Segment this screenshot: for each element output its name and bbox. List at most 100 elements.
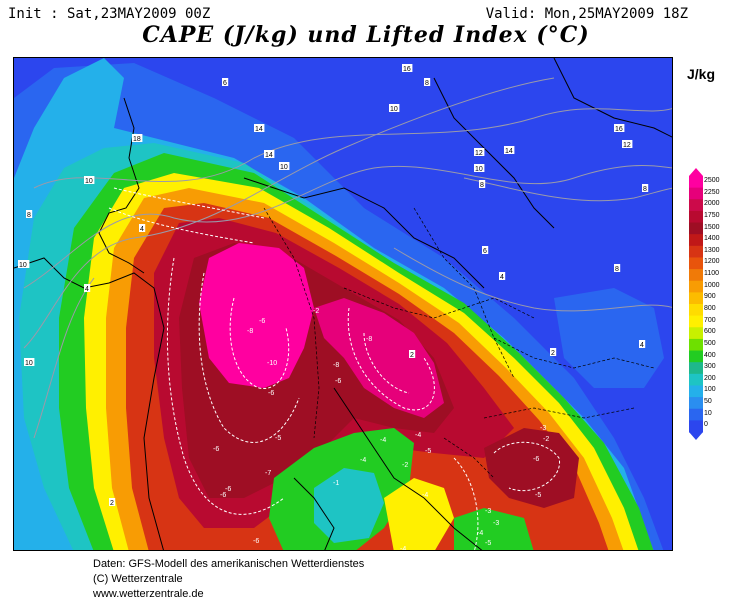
lifted-index-label: -4 bbox=[477, 530, 483, 537]
colorbar-level-label: 1200 bbox=[704, 258, 720, 266]
lifted-index-value: 14 bbox=[255, 126, 263, 133]
lifted-index-value: -5 bbox=[275, 435, 281, 442]
lifted-index-value: 10 bbox=[475, 166, 483, 173]
lifted-index-value: -6 bbox=[335, 378, 341, 385]
lifted-index-label: 8 bbox=[424, 78, 431, 87]
colorbar-swatch bbox=[689, 269, 703, 282]
lifted-index-value: 18 bbox=[133, 136, 141, 143]
footer: Daten: GFS-Modell des amerikanischen Wet… bbox=[93, 557, 364, 602]
lifted-index-label: 16 bbox=[402, 64, 413, 73]
unit-label: J/kg bbox=[687, 66, 716, 82]
lifted-index-value: 10 bbox=[19, 262, 27, 269]
lifted-index-label: 10 bbox=[279, 162, 290, 171]
lifted-index-label: 4 bbox=[499, 272, 506, 281]
lifted-index-label: -3 bbox=[540, 425, 546, 432]
lifted-index-value: -10 bbox=[267, 360, 277, 367]
lifted-index-label: -5 bbox=[485, 540, 491, 547]
colorbar-level-label: 2500 bbox=[704, 177, 720, 184]
lifted-index-labels: 1681414101618141210121012108866484210841… bbox=[18, 64, 649, 551]
colorbar-level-label: 400 bbox=[704, 351, 716, 359]
colorbar-swatch bbox=[689, 420, 703, 433]
colorbar-swatch bbox=[689, 210, 703, 224]
coastlines bbox=[14, 58, 672, 550]
lifted-index-value: -4 bbox=[380, 437, 386, 444]
lifted-index-label: 14 bbox=[254, 124, 265, 133]
lifted-index-value: 4 bbox=[500, 274, 504, 281]
lifted-index-value: -4 bbox=[477, 530, 483, 537]
colorbar-swatch bbox=[689, 408, 703, 421]
lifted-index-value: -8 bbox=[333, 362, 339, 369]
cape-field: 1681414101618141210121012108866484210841… bbox=[14, 58, 672, 551]
lifted-index-value: 8 bbox=[615, 266, 619, 273]
lifted-index-label: -4 bbox=[422, 492, 428, 499]
lifted-index-value: -4 bbox=[422, 492, 428, 499]
lifted-index-value: -2 bbox=[543, 436, 549, 443]
lifted-index-label: -6 bbox=[253, 538, 259, 545]
colorbar-level-label: 0 bbox=[704, 421, 708, 429]
lifted-index-label: 2 bbox=[550, 348, 557, 357]
lifted-index-value: 12 bbox=[475, 150, 483, 157]
lifted-index-label: 8 bbox=[479, 180, 486, 189]
colorbar-level-label: 10 bbox=[704, 409, 712, 417]
colorbar-swatch bbox=[689, 245, 703, 258]
lifted-index-value: -6 bbox=[268, 390, 274, 397]
weather-map: 1681414101618141210121012108866484210841… bbox=[13, 57, 673, 551]
colorbar-swatch bbox=[689, 397, 703, 410]
colorbar-top-arrow bbox=[689, 168, 703, 176]
lifted-index-value: -5 bbox=[485, 540, 491, 547]
lifted-index-label: -6 bbox=[259, 318, 265, 325]
colorbar-level-label: 300 bbox=[704, 363, 716, 371]
colorbar-swatch bbox=[689, 327, 703, 340]
lifted-index-value: -4 bbox=[400, 546, 406, 551]
colorbar-level-label: 600 bbox=[704, 328, 716, 336]
lifted-index-label: 2 bbox=[409, 350, 416, 359]
lifted-index-value: -6 bbox=[213, 446, 219, 453]
lifted-index-label: -8 bbox=[333, 362, 339, 369]
cape-low-adriatic bbox=[384, 478, 454, 550]
lifted-index-value: -6 bbox=[533, 456, 539, 463]
lifted-index-value: 10 bbox=[390, 106, 398, 113]
lifted-index-value: 4 bbox=[85, 286, 89, 293]
lifted-index-label: 4 bbox=[84, 284, 91, 293]
lifted-index-label: 10 bbox=[389, 104, 400, 113]
lifted-index-value: -7 bbox=[265, 470, 271, 477]
lifted-index-value: -4 bbox=[360, 457, 366, 464]
lifted-index-value: 6 bbox=[483, 248, 487, 255]
lifted-index-label: -8 bbox=[366, 336, 372, 343]
colorbar-level-label: 1400 bbox=[704, 235, 720, 243]
lifted-index-label: -6 bbox=[220, 492, 226, 499]
colorbar-level-label: 500 bbox=[704, 339, 716, 347]
lifted-index-value: 2 bbox=[110, 500, 114, 507]
lifted-index-label: 10 bbox=[84, 176, 95, 185]
lifted-index-label: -6 bbox=[335, 378, 341, 385]
lifted-index-label: 12 bbox=[622, 140, 633, 149]
colorbar-level-label: 900 bbox=[704, 293, 716, 301]
colorbar-level-label: 700 bbox=[704, 316, 716, 324]
colorbar-level-label: 50 bbox=[704, 398, 712, 406]
colorbar-swatch bbox=[689, 257, 703, 270]
lifted-index-label: -4 bbox=[380, 437, 386, 444]
lifted-index-value: 8 bbox=[27, 212, 31, 219]
lifted-index-label: 14 bbox=[264, 150, 275, 159]
colorbar-level-label: 1100 bbox=[704, 270, 720, 278]
footer-website: www.wetterzentrale.de bbox=[93, 588, 204, 600]
lifted-index-value: 2 bbox=[410, 352, 414, 359]
colorbar-swatch bbox=[689, 280, 703, 293]
colorbar-level-label: 800 bbox=[704, 305, 716, 312]
colorbar-swatch bbox=[689, 199, 703, 212]
lifted-index-label: -6 bbox=[213, 446, 219, 453]
lifted-index-label: -4 bbox=[360, 457, 366, 464]
lifted-index-value: -8 bbox=[366, 336, 372, 343]
colorbar-level-label: 1000 bbox=[704, 281, 720, 289]
lifted-index-value: 8 bbox=[643, 186, 647, 193]
lifted-index-label: -1 bbox=[333, 480, 339, 487]
lifted-index-value: 16 bbox=[615, 126, 623, 133]
lifted-index-value: -2 bbox=[313, 308, 319, 315]
lifted-index-label: -4 bbox=[400, 546, 406, 551]
footer-data-source: Daten: GFS-Modell des amerikanischen Wet… bbox=[93, 558, 365, 570]
lifted-index-label: 8 bbox=[642, 184, 649, 193]
lifted-index-label: -2 bbox=[313, 308, 319, 315]
valid-time: Valid: Mon,25MAY2009 18Z bbox=[485, 6, 688, 22]
colorbar-swatch bbox=[689, 304, 703, 317]
lifted-index-positive-isolines bbox=[23, 77, 672, 439]
